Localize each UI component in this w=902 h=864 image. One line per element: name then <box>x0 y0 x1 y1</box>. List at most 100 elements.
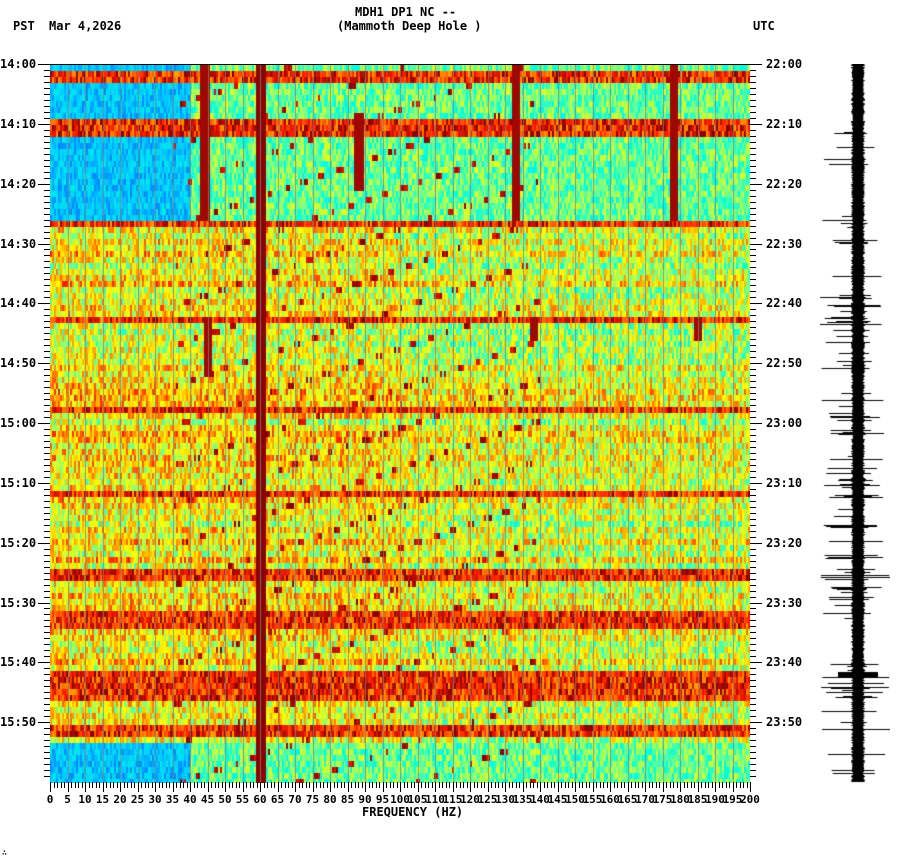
x-tick-label: 165 <box>617 793 638 806</box>
seismogram-trace <box>820 64 890 784</box>
y-tick-label-left: 15:00 <box>0 416 37 430</box>
x-tick <box>141 782 142 788</box>
x-tick <box>743 782 744 788</box>
x-tick <box>159 782 160 788</box>
y-tick-right <box>750 130 756 131</box>
y-tick-right <box>750 393 756 394</box>
y-tick-left <box>44 525 50 526</box>
y-tick-label-left: 15:50 <box>0 715 37 729</box>
x-tick <box>271 782 272 788</box>
y-tick-left <box>44 567 50 568</box>
x-tick-label: 110 <box>425 793 445 806</box>
y-tick-right <box>750 662 762 663</box>
x-tick <box>680 782 681 792</box>
x-tick <box>78 782 79 788</box>
x-axis-title: FREQUENCY (HZ) <box>362 805 464 819</box>
y-tick-right <box>750 291 756 292</box>
y-tick-left <box>44 387 50 388</box>
y-tick-right <box>750 88 756 89</box>
x-tick <box>89 782 90 788</box>
y-tick-left <box>44 429 50 430</box>
y-tick-left <box>44 172 50 173</box>
x-tick <box>579 782 580 788</box>
y-tick-right <box>750 644 756 645</box>
x-tick <box>516 782 517 788</box>
x-tick <box>124 782 125 788</box>
y-tick-left <box>44 626 50 627</box>
x-tick <box>274 782 275 788</box>
x-tick <box>701 782 702 788</box>
y-tick-left <box>44 82 50 83</box>
y-tick-left <box>44 208 50 209</box>
y-tick-left <box>44 399 50 400</box>
y-tick-left <box>38 423 50 424</box>
x-tick <box>75 782 76 788</box>
y-tick-left <box>44 692 50 693</box>
x-tick <box>414 782 415 788</box>
y-tick-left <box>44 94 50 95</box>
y-tick-label-right: 23:40 <box>766 655 803 669</box>
y-tick-left <box>44 106 50 107</box>
y-tick-left <box>38 64 50 65</box>
y-tick-left <box>44 764 50 765</box>
x-tick <box>652 782 653 788</box>
station-title: MDH1 DP1 NC -- <box>355 5 457 19</box>
y-tick-left <box>44 220 50 221</box>
x-tick <box>187 782 188 788</box>
y-tick-left <box>44 650 50 651</box>
y-tick-right <box>750 674 756 675</box>
x-tick-label: 70 <box>288 793 302 806</box>
x-tick <box>288 782 289 788</box>
x-tick <box>320 782 321 788</box>
x-tick <box>355 782 356 788</box>
x-tick <box>607 782 608 788</box>
y-tick-left <box>44 232 50 233</box>
y-tick-left <box>44 465 50 466</box>
y-tick-left <box>38 244 50 245</box>
x-tick <box>488 782 489 792</box>
x-tick <box>425 782 426 788</box>
x-tick <box>596 782 597 788</box>
x-tick <box>96 782 97 788</box>
x-tick <box>393 782 394 788</box>
y-tick-right <box>750 423 762 424</box>
y-tick-left <box>44 704 50 705</box>
y-tick-left <box>44 507 50 508</box>
y-tick-left <box>44 597 50 598</box>
x-tick <box>642 782 643 788</box>
x-tick <box>593 782 594 792</box>
y-tick-right <box>750 297 756 298</box>
x-tick <box>285 782 286 788</box>
y-tick-left <box>44 118 50 119</box>
x-tick <box>173 782 174 792</box>
y-tick-right <box>750 555 756 556</box>
x-tick <box>442 782 443 788</box>
y-tick-right <box>750 543 762 544</box>
x-tick <box>698 782 699 792</box>
x-tick <box>348 782 349 792</box>
x-tick <box>600 782 601 788</box>
y-tick-left <box>44 710 50 711</box>
x-tick <box>400 782 401 792</box>
x-tick <box>624 782 625 788</box>
x-tick <box>505 782 506 792</box>
y-tick-left <box>44 549 50 550</box>
y-tick-right <box>750 680 756 681</box>
y-tick-right <box>750 740 756 741</box>
x-tick-label: 180 <box>670 793 690 806</box>
x-tick <box>663 782 664 792</box>
x-tick <box>565 782 566 788</box>
y-tick-right <box>750 172 756 173</box>
y-tick-left <box>44 489 50 490</box>
x-tick <box>537 782 538 788</box>
x-tick-label: 15 <box>95 793 110 806</box>
y-tick-right <box>750 184 762 185</box>
x-tick <box>421 782 422 788</box>
y-tick-right <box>750 471 756 472</box>
x-tick <box>54 782 55 788</box>
x-tick <box>502 782 503 788</box>
y-tick-right <box>750 232 756 233</box>
x-tick <box>397 782 398 788</box>
x-tick <box>152 782 153 788</box>
x-tick-label: 45 <box>200 793 215 806</box>
